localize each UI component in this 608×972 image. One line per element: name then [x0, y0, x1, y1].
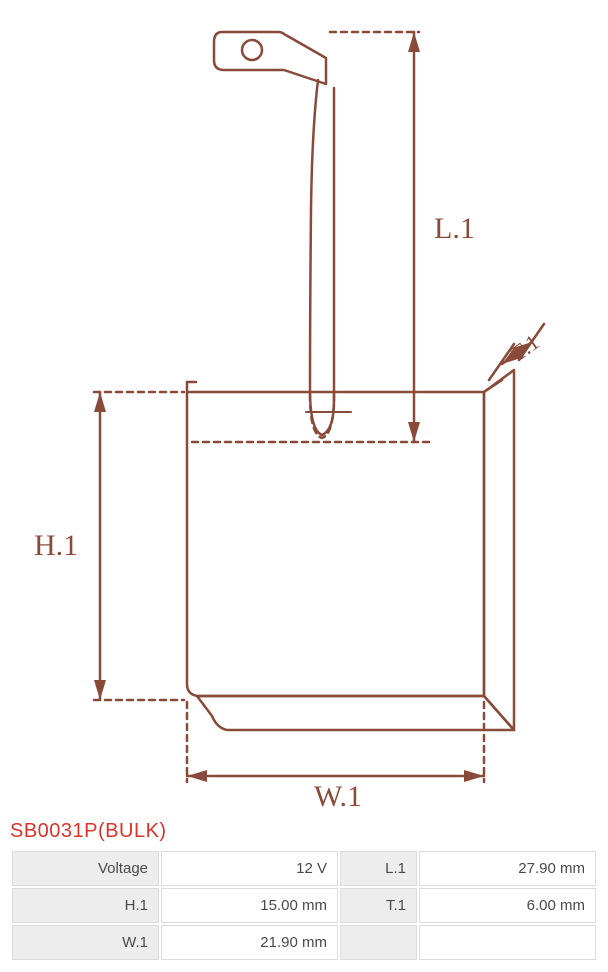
spec-label: W.1: [12, 925, 159, 960]
spec-label: H.1: [12, 888, 159, 923]
spec-label: [340, 925, 417, 960]
spec-value: 27.90 mm: [419, 851, 596, 886]
spec-value: 6.00 mm: [419, 888, 596, 923]
technical-diagram: L.1 T.1 H.1 W.1: [24, 10, 584, 810]
table-row: W.1 21.90 mm: [12, 925, 596, 960]
spec-value: 12 V: [161, 851, 338, 886]
table-row: H.1 15.00 mm T.1 6.00 mm: [12, 888, 596, 923]
table-row: Voltage 12 V L.1 27.90 mm: [12, 851, 596, 886]
spec-label: Voltage: [12, 851, 159, 886]
spec-table: Voltage 12 V L.1 27.90 mm H.1 15.00 mm T…: [10, 849, 598, 962]
spec-value: [419, 925, 596, 960]
spec-value: 21.90 mm: [161, 925, 338, 960]
dim-label-h1: H.1: [34, 529, 78, 562]
spec-value: 15.00 mm: [161, 888, 338, 923]
brush-drawing-svg: L.1 T.1 H.1 W.1: [24, 10, 584, 810]
spec-label: L.1: [340, 851, 417, 886]
spec-label: T.1: [340, 888, 417, 923]
part-number-title: SB0031P(BULK): [10, 820, 598, 843]
dim-label-l1: L.1: [434, 212, 475, 245]
dim-label-w1: W.1: [314, 780, 362, 810]
